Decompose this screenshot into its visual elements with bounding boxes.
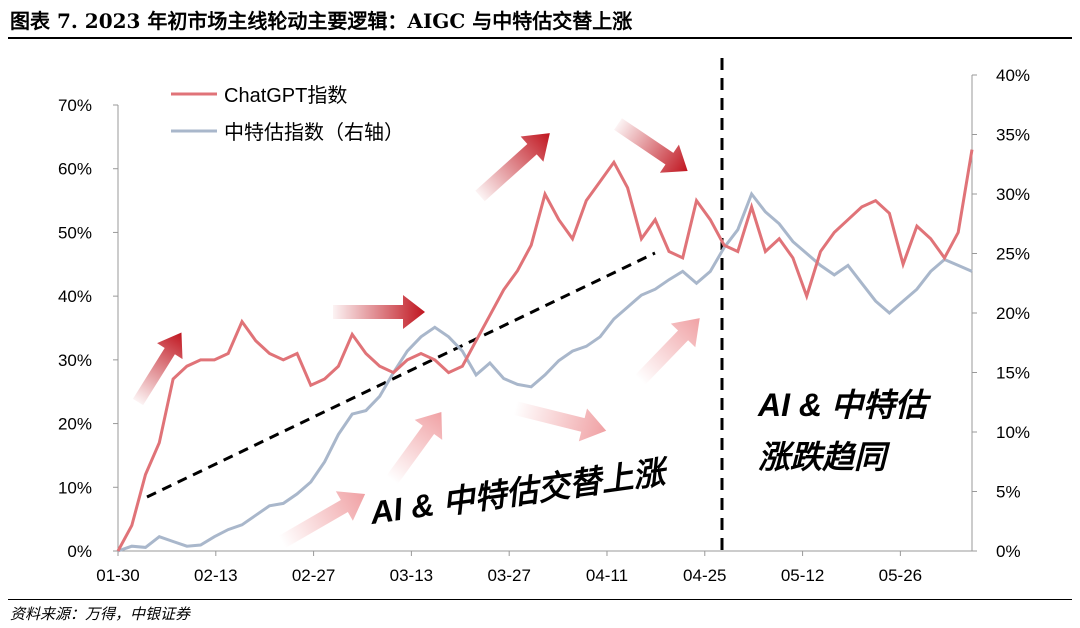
light-arrow-right-1: [513, 401, 607, 442]
left-axis-tick-label: 50%: [58, 223, 92, 242]
left-axis: 0% 10% 20% 30% 40% 50% 60% 70%: [58, 96, 119, 561]
left-axis-tick-label: 0%: [67, 542, 92, 561]
x-axis-tick-label: 03-27: [487, 566, 530, 585]
x-axis: 01-30 02-13 02-27 03-13 03-27 04-11 04-25 05-12…: [96, 550, 972, 585]
right-axis-tick-label: 30%: [996, 185, 1030, 204]
right-axis: 0% 5% 10% 15% 20% 25% 30% 35% 40%: [971, 66, 1030, 561]
light-arrow-up-1: [278, 491, 366, 549]
left-axis-tick-label: 40%: [58, 287, 92, 306]
left-axis-tick-label: 70%: [58, 96, 92, 115]
figure-title: 图表 7. 2023 年初市场主线轮动主要逻辑：AIGC 与中特估交替上涨: [10, 9, 633, 33]
left-axis-tick-label: 10%: [58, 478, 92, 497]
left-axis-tick-label: 60%: [58, 160, 92, 179]
top-rule: [8, 37, 1072, 39]
legend-label-chatgpt: ChatGPT指数: [224, 84, 347, 107]
dark-arrow-up-1: [132, 332, 183, 406]
right-axis-tick-label: 35%: [996, 126, 1030, 145]
x-axis-tick-label: 05-26: [879, 566, 922, 585]
annotation-converge-1: AI & 中特估: [757, 387, 932, 423]
x-axis-tick-label: 03-13: [390, 566, 433, 585]
bottom-rule: [8, 599, 1072, 600]
left-axis-tick-label: 30%: [58, 351, 92, 370]
right-axis-tick-label: 20%: [996, 304, 1030, 323]
x-axis-tick-label: 04-11: [586, 566, 628, 585]
source-note: 资料来源：万得，中银证券: [10, 605, 191, 623]
right-axis-tick-label: 15%: [996, 364, 1030, 383]
right-axis-tick-label: 5%: [996, 483, 1021, 502]
right-axis-tick-label: 25%: [996, 245, 1030, 264]
dark-arrow-up-2: [475, 133, 550, 202]
right-axis-tick-label: 0%: [996, 542, 1021, 561]
x-axis-tick-label: 04-25: [683, 566, 726, 585]
light-arrow-up-2: [386, 412, 443, 485]
light-arrow-up-3: [634, 318, 700, 385]
x-axis-tick-label: 02-13: [194, 566, 237, 585]
right-axis-tick-label: 40%: [996, 66, 1030, 85]
right-axis-tick-label: 10%: [996, 423, 1030, 442]
dark-arrow-down-1: [614, 118, 688, 173]
trend-arrows: [132, 118, 700, 549]
x-axis-tick-label: 02-27: [292, 566, 335, 585]
x-axis-tick-label: 05-12: [781, 566, 824, 585]
annotation-converge-2: 涨跌趋同: [758, 439, 891, 475]
x-axis-tick-label: 01-30: [96, 566, 139, 585]
series-line-chatgpt: [116, 149, 974, 552]
annotation-rotation: AI & 中特估交替上涨: [367, 453, 672, 531]
legend: ChatGPT指数 中特估指数（右轴）: [171, 84, 404, 144]
dark-arrow-right-1: [333, 295, 425, 329]
legend-label-zte: 中特估指数（右轴）: [224, 121, 404, 144]
series-line-zte: [117, 190, 973, 553]
trend-dashed-line: [146, 251, 656, 499]
left-axis-tick-label: 20%: [58, 415, 92, 434]
